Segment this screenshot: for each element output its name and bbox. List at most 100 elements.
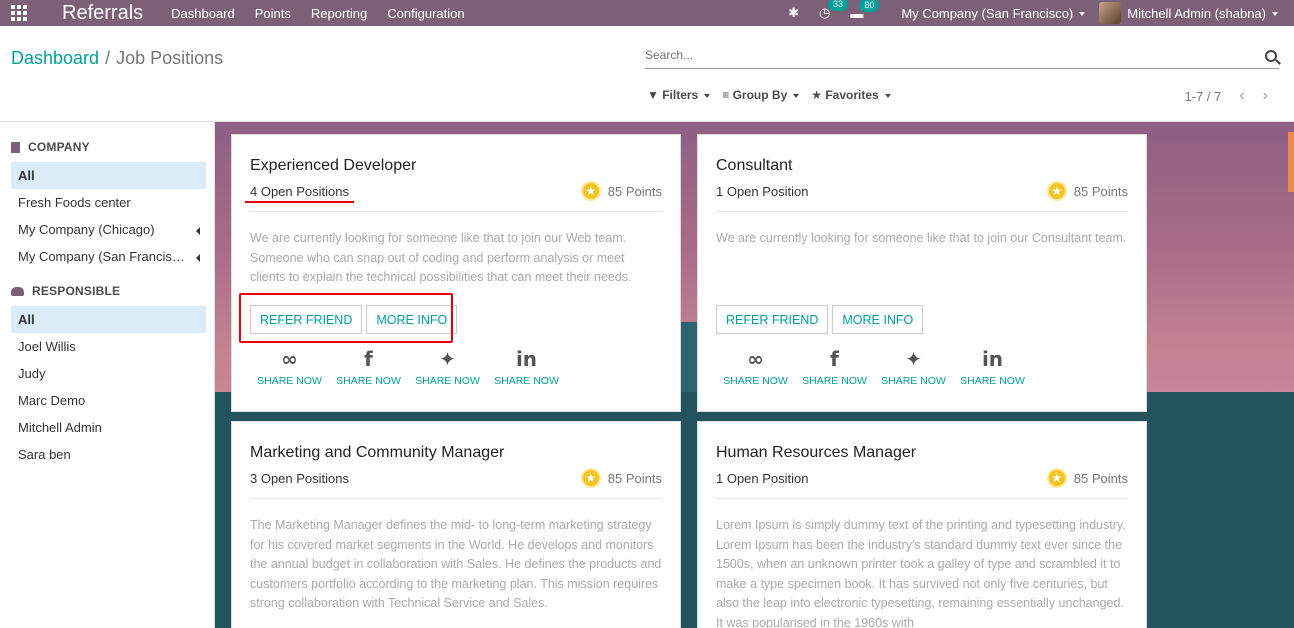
main-menu: Dashboard Points Reporting Configuration <box>171 6 484 21</box>
link-icon: ∞ <box>281 347 298 371</box>
job-description: We are currently looking for someone lik… <box>716 231 1127 245</box>
job-card-hr-manager: Human Resources Manager 1 Open Position … <box>697 421 1147 628</box>
share-label: SHARE NOW <box>257 375 322 387</box>
sidebar-item-sara-ben[interactable]: Sara ben <box>18 447 71 462</box>
annotation-highlight-box <box>239 293 453 343</box>
company-name: My Company (San Francisco) <box>901 5 1074 21</box>
activity-clock-icon[interactable]: ◷ 33 <box>819 0 848 21</box>
job-title[interactable]: Marketing and Community Manager <box>250 444 505 461</box>
pager-previous-icon[interactable]: ‹ <box>1239 87 1245 104</box>
pager-range[interactable]: 1-7 / 7 <box>1184 88 1222 104</box>
control-panel: Dashboard/Job Positions ▼ Filters ≡ Grou… <box>0 26 1294 122</box>
user-name: Mitchell Admin (shabna) <box>1127 5 1266 21</box>
refer-friend-button[interactable]: REFER FRIEND <box>250 305 363 334</box>
chevron-down-icon <box>1272 12 1278 17</box>
share-twitter[interactable]: ✦ SHARE NOW <box>874 347 953 387</box>
group-by-label: Group By <box>732 88 788 102</box>
sidebar-item-marc-demo[interactable]: Marc Demo <box>18 393 86 408</box>
more-info-button[interactable]: MORE INFO <box>366 305 458 334</box>
share-link[interactable]: ∞ SHARE NOW <box>250 347 329 387</box>
chevron-down-icon <box>1079 12 1086 17</box>
star-icon: ★ <box>1046 468 1067 488</box>
points-value: 85 Points <box>607 183 662 199</box>
sidebar-item-san-francisco[interactable]: My Company (San Francis… <box>11 243 206 270</box>
menu-item-configuration[interactable]: Configuration <box>387 5 465 21</box>
favorites-dropdown[interactable]: ★ Favorites <box>811 88 891 102</box>
menu-item-dashboard[interactable]: Dashboard <box>171 5 235 21</box>
annotation-underline <box>245 201 354 203</box>
job-title[interactable]: Consultant <box>716 157 793 174</box>
share-twitter[interactable]: ✦ SHARE NOW <box>408 347 487 387</box>
job-title[interactable]: Experienced Developer <box>250 157 417 174</box>
company-switcher[interactable]: My Company (San Francisco) <box>901 5 1086 21</box>
job-title[interactable]: Human Resources Manager <box>716 444 917 461</box>
job-card-experienced-developer: Experienced Developer 4 Open Positions ★… <box>231 134 681 412</box>
sidebar-item-company-all[interactable]: All <box>11 162 206 189</box>
share-label: SHARE NOW <box>960 375 1025 387</box>
card-divider <box>716 211 1128 212</box>
responsible-section-label: RESPONSIBLE <box>32 284 121 298</box>
share-linkedin[interactable]: in SHARE NOW <box>487 347 566 387</box>
breadcrumb-dashboard-link[interactable]: Dashboard <box>11 48 100 68</box>
share-linkedin[interactable]: in SHARE NOW <box>953 347 1032 387</box>
apps-menu-icon[interactable] <box>0 0 38 26</box>
user-menu[interactable]: Mitchell Admin (shabna) <box>1127 6 1278 21</box>
pager: 1-7 / 7 ‹ › <box>1184 87 1268 105</box>
menu-item-points[interactable]: Points <box>254 5 291 21</box>
expand-caret-icon[interactable] <box>196 254 200 262</box>
link-icon: ∞ <box>747 347 764 371</box>
share-facebook[interactable]: f SHARE NOW <box>795 347 874 387</box>
job-card-consultant: Consultant 1 Open Position ★ 85 Points We… <box>697 134 1147 412</box>
message-count-badge: 80 <box>859 0 880 12</box>
card-divider <box>250 211 662 212</box>
chevron-down-icon <box>704 93 711 98</box>
points-badge: ★ 85 Points <box>1046 181 1128 201</box>
sidebar-item-mitchell-admin[interactable]: Mitchell Admin <box>18 420 102 435</box>
sidebar-item-label: My Company (Chicago) <box>18 222 155 237</box>
company-section-title: COMPANY <box>0 122 214 154</box>
share-label: SHARE NOW <box>494 375 559 387</box>
star-icon: ★ <box>580 468 601 488</box>
sidebar-item-responsible-all[interactable]: All <box>11 306 206 333</box>
sidebar-item-fresh-foods[interactable]: Fresh Foods center <box>18 195 131 210</box>
sidebar-item-joel-willis[interactable]: Joel Willis <box>18 339 76 354</box>
open-positions: 1 Open Position <box>716 471 809 486</box>
points-badge: ★ 85 Points <box>580 468 662 488</box>
sidebar-item-judy[interactable]: Judy <box>18 366 46 381</box>
open-positions: 1 Open Position <box>716 184 809 199</box>
pager-next-icon[interactable]: › <box>1262 87 1268 104</box>
share-label: SHARE NOW <box>802 375 867 387</box>
share-link[interactable]: ∞ SHARE NOW <box>716 347 795 387</box>
responsible-section-title: RESPONSIBLE <box>0 270 214 298</box>
chevron-down-icon <box>793 93 800 98</box>
share-label: SHARE NOW <box>415 375 480 387</box>
card-divider <box>250 498 662 499</box>
breadcrumb-separator: / <box>105 48 111 68</box>
search-options: ▼ Filters ≡ Group By ★ Favorites <box>647 88 903 102</box>
search-panel-sidebar: COMPANY All Fresh Foods center My Compan… <box>0 122 215 628</box>
job-description: The Marketing Manager defines the mid- t… <box>250 518 662 610</box>
users-icon <box>11 286 24 296</box>
debug-bug-icon[interactable]: ✱ <box>788 5 799 20</box>
group-by-dropdown[interactable]: ≡ Group By <box>722 88 800 102</box>
refer-friend-button[interactable]: REFER FRIEND <box>716 305 829 334</box>
star-icon: ★ <box>580 181 601 201</box>
breadcrumb-current: Job Positions <box>116 48 224 68</box>
app-brand[interactable]: Referrals <box>62 2 144 24</box>
search-icon[interactable] <box>1265 50 1277 62</box>
company-section-label: COMPANY <box>28 140 90 154</box>
facebook-icon: f <box>830 347 839 371</box>
user-avatar[interactable] <box>1099 2 1122 24</box>
points-value: 85 Points <box>1073 470 1128 486</box>
filters-dropdown[interactable]: ▼ Filters <box>647 88 711 102</box>
messages-chat-icon[interactable]: ▬ 80 <box>850 0 880 21</box>
search-input[interactable] <box>645 46 1245 62</box>
job-description: Lorem Ipsum is simply dummy text of the … <box>716 518 1126 628</box>
more-info-button[interactable]: MORE INFO <box>832 305 924 334</box>
points-value: 85 Points <box>607 470 662 486</box>
expand-caret-icon[interactable] <box>196 227 200 235</box>
sidebar-item-chicago[interactable]: My Company (Chicago) <box>11 216 206 243</box>
open-positions: 4 Open Positions <box>250 184 350 199</box>
share-facebook[interactable]: f SHARE NOW <box>329 347 408 387</box>
menu-item-reporting[interactable]: Reporting <box>310 5 368 21</box>
